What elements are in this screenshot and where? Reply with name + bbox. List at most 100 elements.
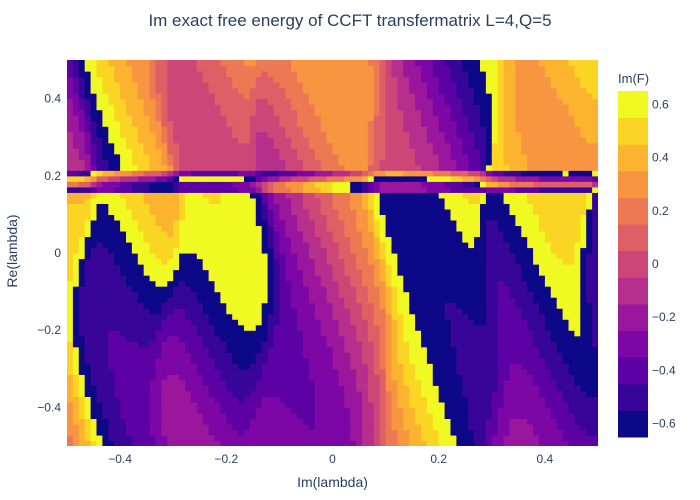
heatmap-cell (137, 181, 145, 188)
heatmap-cell (208, 401, 216, 408)
heatmap-cell (102, 203, 109, 210)
heatmap-cell (320, 93, 328, 100)
heatmap-cell (90, 247, 98, 254)
heatmap-cell (214, 186, 221, 193)
heatmap-cell (78, 181, 86, 188)
heatmap-cell (108, 71, 115, 78)
heatmap-cell (391, 109, 398, 116)
heatmap-cell (108, 341, 115, 348)
heatmap-cell (202, 131, 210, 138)
heatmap-cell (291, 186, 298, 193)
heatmap-cell (67, 286, 74, 293)
heatmap-cell (90, 429, 98, 436)
heatmap-cell (102, 120, 109, 127)
heatmap-cell (391, 341, 398, 348)
heatmap-cell (214, 341, 221, 348)
heatmap-cell (78, 423, 86, 431)
heatmap-cell (108, 286, 115, 293)
heatmap-cell (126, 440, 133, 446)
heatmap-cell (373, 115, 381, 122)
heatmap-cell (326, 181, 334, 188)
heatmap-cell (208, 407, 216, 414)
heatmap-cell (409, 71, 416, 78)
heatmap-cell (303, 341, 310, 348)
heatmap-cell (444, 264, 452, 271)
heatmap-cell (456, 363, 463, 370)
heatmap-cell (450, 192, 457, 199)
heatmap-cell (456, 153, 463, 160)
heatmap-cell (474, 319, 481, 326)
heatmap-cell (279, 71, 286, 78)
heatmap-cell (255, 374, 263, 381)
heatmap-cell (474, 440, 481, 446)
heatmap-cell (196, 291, 204, 298)
heatmap-cell (403, 280, 410, 287)
heatmap-cell (249, 401, 257, 408)
heatmap-cell (326, 219, 334, 227)
heatmap-cell (338, 335, 345, 342)
heatmap-cell (161, 219, 168, 227)
heatmap-cell (385, 186, 393, 193)
heatmap-cell (267, 319, 275, 326)
heatmap-cell (344, 153, 351, 160)
heatmap-cell (255, 412, 263, 420)
heatmap-cell (114, 181, 121, 188)
heatmap-cell (78, 357, 86, 364)
heatmap-cell (173, 291, 180, 298)
heatmap-cell (462, 407, 469, 414)
heatmap-cell (208, 247, 216, 254)
heatmap-cell (185, 159, 192, 166)
heatmap-cell (320, 60, 328, 67)
heatmap-cell (291, 368, 298, 375)
heatmap-cell (468, 401, 475, 408)
heatmap-cell (120, 219, 127, 227)
heatmap-cell (326, 120, 334, 127)
heatmap-cell (356, 131, 363, 138)
heatmap-area[interactable] (67, 60, 599, 447)
heatmap-cell (397, 230, 404, 238)
heatmap-cell (421, 396, 428, 403)
heatmap-cell (114, 396, 121, 403)
heatmap-cell (255, 418, 263, 425)
heatmap-cell (320, 418, 328, 425)
heatmap-cell (78, 269, 86, 276)
heatmap-cell (432, 126, 440, 133)
heatmap-cell (114, 363, 121, 370)
heatmap-cell (308, 137, 316, 144)
heatmap-cell (403, 407, 410, 414)
heatmap-cell (350, 291, 357, 298)
heatmap-cell (267, 308, 275, 315)
heatmap-cell (185, 379, 192, 386)
heatmap-cell (273, 142, 280, 149)
heatmap-cell (255, 208, 263, 215)
heatmap-cell (409, 170, 416, 177)
heatmap-cell (450, 197, 457, 204)
heatmap-cell (143, 104, 151, 111)
heatmap-cell (480, 253, 487, 260)
heatmap-cell (356, 275, 363, 282)
heatmap-cell (196, 269, 204, 276)
heatmap-cell (161, 385, 168, 392)
heatmap-cell (155, 407, 162, 414)
heatmap-cell (161, 324, 168, 331)
heatmap-cell (273, 214, 280, 221)
heatmap-cell (155, 219, 162, 227)
heatmap-cell (143, 335, 151, 342)
heatmap-cell (450, 258, 457, 265)
heatmap-cell (314, 302, 322, 309)
heatmap-cell (456, 291, 463, 298)
heatmap-cell (314, 192, 322, 199)
heatmap-cell (185, 264, 192, 271)
heatmap-cell (226, 203, 233, 210)
heatmap-cell (84, 170, 92, 177)
heatmap-cell (456, 82, 463, 89)
heatmap-cell (137, 346, 145, 353)
heatmap-cell (285, 401, 292, 408)
heatmap-cell (367, 247, 375, 254)
heatmap-cell (114, 390, 121, 397)
heatmap-cell (232, 236, 239, 243)
heatmap-cell (84, 230, 92, 238)
heatmap-cell (462, 385, 469, 392)
heatmap-cell (72, 87, 80, 94)
heatmap-cell (255, 291, 263, 298)
